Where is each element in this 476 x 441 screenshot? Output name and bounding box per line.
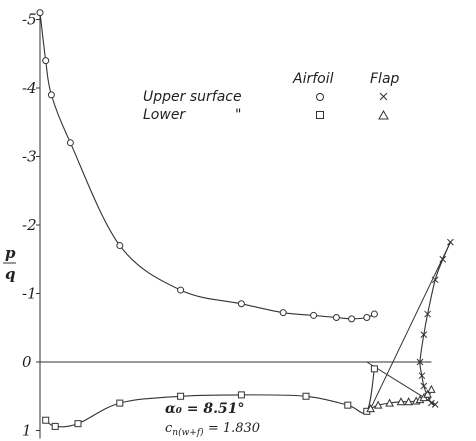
flap-triangle-point	[404, 397, 413, 406]
legend-row-lower-label: Lower	[143, 107, 186, 123]
legend-header-airfoil: Airfoil	[292, 71, 334, 87]
airfoil-square-point	[344, 401, 352, 409]
legend-row-lower-ditto: "	[235, 107, 241, 123]
airfoil-circle-point	[177, 286, 185, 294]
airfoil-circle-point	[237, 300, 245, 308]
y-tick-label: -1	[22, 285, 37, 303]
airfoil-square-point	[42, 416, 50, 424]
flap-x-point	[428, 399, 435, 407]
y-axis-label: p q	[3, 244, 16, 283]
legend-marker-flap-lower	[378, 109, 389, 120]
airfoil-square-point	[51, 422, 59, 430]
flap-x-point	[439, 255, 447, 263]
airfoil-circle-point	[279, 309, 287, 317]
airfoil-circle-point	[332, 313, 340, 321]
legend-marker-airfoil-lower	[316, 111, 324, 119]
airfoil-circle-point	[348, 315, 356, 323]
flap-x-point	[431, 401, 439, 408]
flap-x-point	[418, 372, 426, 380]
flap-triangle-point	[396, 397, 406, 406]
markers	[36, 9, 454, 430]
airfoil-circle-point	[47, 91, 55, 99]
flap-triangle-point	[373, 400, 383, 409]
flap-x-series-line	[419, 241, 451, 406]
airfoil-circle-point	[363, 313, 371, 321]
cn-symbol: c	[165, 421, 173, 436]
legend-header-flap: Flap	[370, 71, 400, 87]
flap-x-point	[420, 382, 428, 390]
airfoil-square-point	[302, 392, 310, 400]
airfoil-circle-series-line	[39, 12, 375, 320]
legend-marker-flap-upper	[379, 92, 388, 101]
airfoil-square-series-line	[45, 368, 375, 428]
airfoil-circle-point	[36, 9, 44, 17]
airfoil-square-point	[74, 420, 82, 428]
y-tick-label: 0	[22, 353, 32, 371]
legend-row-upper-label: Upper surface	[143, 89, 242, 105]
ylabel-numerator: p	[5, 244, 16, 262]
ylabel-denominator: q	[5, 265, 16, 283]
flap-triangle-point	[366, 404, 375, 413]
flap-x-point	[420, 331, 428, 338]
flap-x-point	[416, 358, 424, 366]
y-tick-label: -2	[22, 216, 37, 234]
flap-chord-line	[370, 241, 451, 409]
flap-x-point	[424, 310, 431, 318]
airfoil-circle-point	[310, 311, 318, 319]
y-tick-label: -4	[22, 79, 37, 97]
flap-triangle-point	[385, 398, 394, 407]
annotations: α₀ = 8.51° cn(w+f) = 1.830	[165, 401, 260, 438]
axes	[39, 13, 432, 439]
airfoil-square-point	[370, 365, 378, 373]
airfoil-circle-point	[116, 242, 124, 250]
cn-value: = 1.830	[204, 421, 260, 436]
airfoil-circle-point	[370, 310, 378, 318]
flap-triangle-point	[423, 389, 432, 398]
flap-x-point	[447, 238, 454, 246]
y-ticks: -5 -4 -3 -2 -1 0 1	[22, 11, 40, 440]
y-tick-label: -3	[22, 148, 37, 166]
legend-marker-airfoil-upper	[316, 93, 324, 101]
y-tick-label: -5	[22, 11, 37, 29]
legend: Airfoil Flap Upper surface Lower "	[143, 71, 400, 123]
cn-subscript: n(w+f)	[172, 427, 204, 438]
airfoil-square-point	[177, 392, 185, 400]
airfoil-square-point	[237, 391, 245, 399]
flap-x-point	[431, 276, 439, 284]
airfoil-circle-point	[66, 139, 74, 147]
cn-annotation: cn(w+f) = 1.830	[165, 421, 260, 438]
alpha-annotation: α₀ = 8.51°	[165, 401, 244, 417]
y-tick-label: 1	[22, 422, 32, 440]
flap-triangle-point	[427, 384, 436, 393]
airfoil-square-point	[116, 399, 124, 407]
airfoil-circle-point	[42, 57, 50, 65]
